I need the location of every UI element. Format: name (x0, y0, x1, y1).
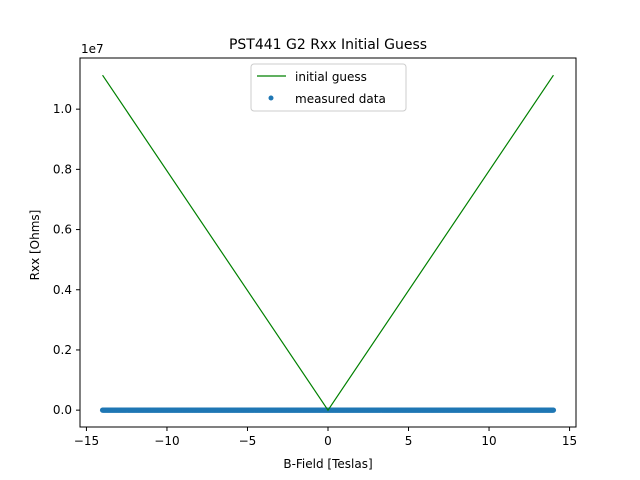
legend-box (250, 63, 407, 112)
legend-entry-measured-data: measured data (295, 92, 386, 106)
y-tick-label: 0.6 (53, 223, 72, 237)
y-tick-label: 0.8 (53, 162, 72, 176)
y-tick-label: 0.4 (53, 283, 72, 297)
scatter-point (550, 407, 557, 413)
x-tick-label: −10 (154, 434, 179, 448)
legend-entry-initial-guess: initial guess (295, 70, 367, 84)
y-tick-label: 0.2 (53, 343, 72, 357)
x-axis-label: B-Field [Teslas] (283, 457, 372, 471)
legend: initial guess measured data (250, 63, 407, 112)
plot-area (99, 74, 557, 413)
y-axis-label: Rxx [Ohms] (28, 210, 42, 281)
y-tick-label: 1.0 (53, 102, 72, 116)
x-tick-label: 5 (405, 434, 413, 448)
x-tick-label: 15 (562, 434, 577, 448)
series-initial-guess-line (102, 74, 554, 412)
axis-ticks: −15 −10 −5 0 5 10 15 0.0 0.2 0.4 0.6 0.8 1.0 (53, 102, 577, 448)
x-tick-label: −5 (239, 434, 257, 448)
x-tick-label: 0 (324, 434, 332, 448)
legend-marker-swatch (268, 95, 274, 101)
x-tick-label: 10 (481, 434, 496, 448)
x-tick-label: −15 (74, 434, 99, 448)
series-measured-data (99, 407, 557, 413)
y-tick-label: 0.0 (53, 403, 72, 417)
axes-frame (79, 57, 577, 428)
y-offset-label: 1e7 (81, 42, 104, 56)
chart-title: PST441 G2 Rxx Initial Guess (229, 37, 427, 53)
